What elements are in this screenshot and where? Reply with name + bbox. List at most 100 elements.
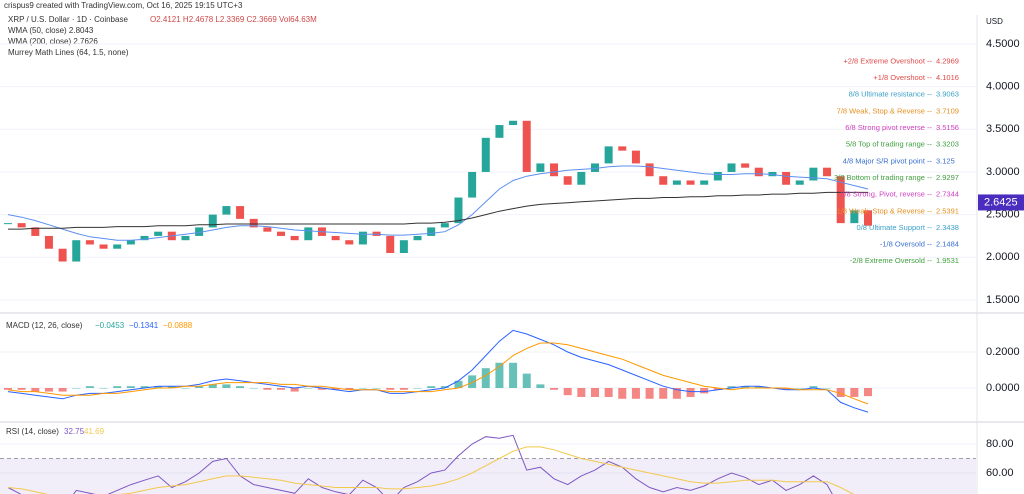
y-tick-label: 3.5000 [986,123,1020,135]
candle [604,146,613,164]
candle [113,244,122,249]
candle [140,235,149,241]
candle [249,218,258,228]
murrey-value: 2.3438 [936,223,959,232]
histogram-bar [372,387,381,389]
histogram-bar [686,387,695,397]
y-tick-label: 0.2000 [986,346,1020,358]
candle [304,227,313,241]
histogram-bar [440,386,449,388]
histogram-bar [85,386,94,388]
y-tick-label: 3.0000 [986,166,1020,178]
legend-value: 32.75 [64,427,85,436]
legend-value: −0.0888 [163,321,193,330]
murrey-label: 3/8 Bottom of trading range -- [834,173,932,182]
candle [468,171,477,198]
last-price: 2.6425 [984,196,1018,208]
murrey-value: 4.2969 [936,56,959,65]
histogram-bar [277,387,286,390]
murrey-label: 2/8 Strong, Pivot, reverse -- [840,190,932,199]
candle [72,240,81,262]
murrey-label: 4/8 Major S/R pivot point -- [843,156,933,165]
y-tick-label: 2.5000 [986,209,1020,221]
histogram-bar [836,387,845,397]
histogram-bar [782,387,791,390]
candle [427,227,436,236]
candle [358,231,367,245]
y-tick-label: 60.00 [986,467,1014,479]
murrey-value: 3.7109 [936,106,959,115]
histogram-bar [795,387,804,389]
histogram-bar [850,387,859,397]
histogram-bar [536,384,545,388]
y-tick-label: 80.00 [986,438,1014,450]
murrey-legend: Murrey Math Lines (64, 1.5, none) [8,48,129,57]
murrey-value: 2.9297 [936,173,959,182]
histogram-bar [590,387,599,397]
murrey-label: 6/8 Strong pivot reverse -- [845,123,932,132]
histogram-bar [167,386,176,388]
histogram-bar [631,387,640,399]
y-tick-label: 4.5000 [986,38,1020,50]
pane [0,329,976,413]
histogram-bar [236,386,245,388]
murrey-value: 2.1484 [936,240,959,249]
candle [550,163,559,177]
histogram-bar [672,387,681,399]
murrey-label: 8/8 Ultimate resistance -- [849,90,933,99]
histogram-bar [495,362,504,388]
histogram-bar [809,386,818,388]
series-line [7,446,855,494]
candle [577,171,586,185]
murrey-label: -1/8 Oversold -- [880,240,933,249]
candle [686,180,695,185]
histogram-bar [31,387,40,392]
histogram-bar [563,387,572,396]
murrey-label: +2/8 Extreme Overshoot -- [843,56,932,65]
histogram-bar [604,387,613,397]
histogram-bar [577,387,586,397]
candle [195,227,204,236]
histogram-bar [413,387,422,389]
last-price-box [978,194,1024,211]
histogram-bar [645,387,654,399]
histogram-bar [358,387,367,389]
series-line [7,434,833,494]
candle [126,240,135,245]
histogram-bar [331,387,340,390]
candle [263,227,272,232]
histogram-bar [386,387,395,390]
series-line [8,191,868,230]
histogram-bar [304,387,313,389]
candle [222,206,231,215]
histogram-bar [99,387,108,389]
candle [536,163,545,172]
histogram-bar [126,386,135,388]
candle [618,146,627,151]
candle [58,248,67,262]
pane [0,434,976,494]
currency: USD [986,17,1003,26]
murrey-value: 4.1016 [936,73,959,82]
candle [4,223,12,225]
wma50-legend: WMA (50, close) 2.8043 [8,26,94,35]
histogram-bar [208,384,217,388]
candle [659,176,668,185]
candle [85,240,94,245]
histogram-bar [263,387,272,390]
candle [44,235,53,249]
candle [17,223,26,228]
murrey-label: 5/8 Top of trading range -- [846,140,933,149]
candle [331,235,340,241]
histogram-bar [4,387,12,390]
candle [413,235,422,241]
histogram-bar [509,362,518,388]
histogram-bar [58,387,67,392]
murrey-value: 3.5156 [936,123,959,132]
histogram-bar [823,387,832,389]
histogram-bar [864,387,872,397]
candle [836,176,845,224]
histogram-bar [222,384,231,388]
symbol: XRP / U.S. Dollar · 1D · Coinbase [8,15,128,24]
